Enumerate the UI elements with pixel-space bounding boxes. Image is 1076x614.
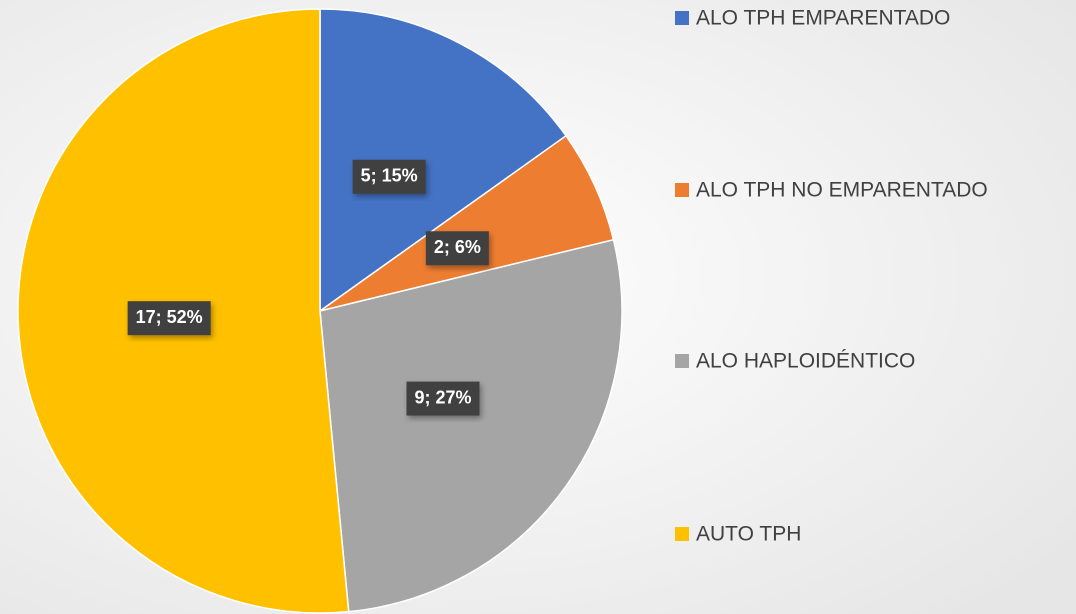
legend-text: ALO TPH NO EMPARENTADO <box>696 179 988 202</box>
data-label-box <box>406 381 480 416</box>
data-label: 17; 52% <box>127 301 211 336</box>
data-label-box <box>425 231 489 266</box>
data-label-text: 17; 52% <box>136 307 203 327</box>
pie <box>17 8 623 614</box>
data-label-text: 5; 15% <box>361 166 418 186</box>
data-label-text: 2; 6% <box>434 237 481 257</box>
data-label-box <box>127 301 211 336</box>
legend-swatch <box>675 527 689 541</box>
legend-text: ALO TPH EMPARENTADO <box>696 7 950 30</box>
data-label: 5; 15% <box>352 159 426 194</box>
data-label: 2; 6% <box>425 231 489 266</box>
legend-text: ALO HAPLOIDÉNTICO <box>696 350 915 373</box>
legend-text: AUTO TPH <box>696 523 801 546</box>
data-label-text: 9; 27% <box>414 387 471 407</box>
pie-slice <box>319 238 623 613</box>
pie-slice <box>319 8 568 313</box>
legend: ALO TPH EMPARENTADO ALO TPH NO EMPARENTAD… <box>675 7 988 546</box>
legend-swatch <box>675 183 689 197</box>
data-label-box <box>352 159 426 194</box>
slice-labels: 5; 15% 2; 6% 9; 27% 17; 52% <box>127 159 489 416</box>
data-label: 9; 27% <box>406 381 480 416</box>
legend-swatch <box>675 354 689 368</box>
legend-swatch <box>675 11 689 25</box>
